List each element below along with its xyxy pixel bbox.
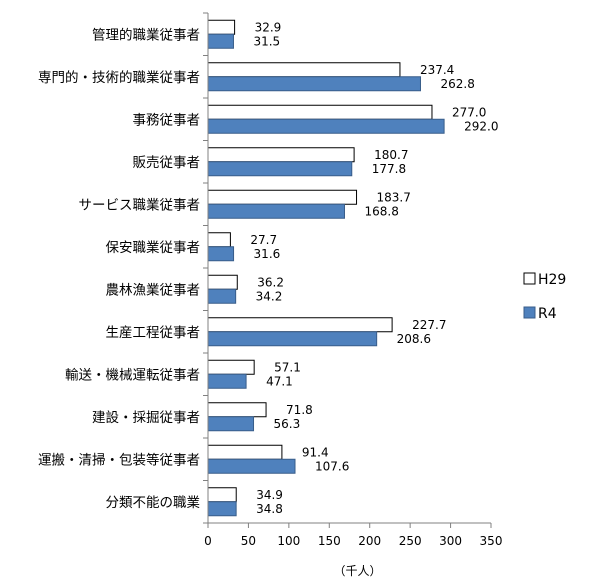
bar-r4: [207, 118, 445, 134]
x-tick-label: 350: [480, 534, 503, 548]
bar-r4: [207, 288, 237, 304]
data-label-r4: 177.8: [372, 162, 406, 176]
x-tick-label: 100: [277, 534, 300, 548]
bar-h29: [207, 232, 231, 248]
legend-swatch-h29: [523, 272, 536, 285]
data-label-h29: 34.9: [256, 488, 283, 502]
bar-r4: [207, 246, 235, 262]
legend: H29 R4: [523, 272, 566, 322]
bar-r4: [207, 416, 255, 432]
data-label-r4: 31.5: [253, 34, 280, 48]
category-label: 事務従事者: [133, 112, 201, 128]
bar-r4: [207, 458, 296, 474]
bar-r4: [207, 501, 237, 517]
data-label-h29: 32.9: [255, 20, 282, 34]
bar-h29: [207, 317, 393, 333]
data-label-h29: 180.7: [374, 148, 408, 162]
x-tick-label: 50: [241, 534, 256, 548]
x-ticks: 0 50 100 150 200 250 300 350: [204, 523, 502, 548]
bar-r4: [207, 203, 345, 219]
x-tick-label: 150: [318, 534, 341, 548]
data-label-h29: 36.2: [257, 275, 284, 289]
bar-h29: [207, 402, 267, 418]
x-tick-label: 250: [399, 534, 422, 548]
data-label-r4: 292.0: [464, 119, 498, 133]
data-label-h29: 91.4: [302, 445, 329, 459]
data-label-r4: 34.2: [256, 289, 283, 303]
data-label-r4: 47.1: [266, 374, 293, 388]
category-label: 建設・採掘従事者: [92, 410, 200, 426]
bar-h29: [207, 104, 433, 120]
bar-h29: [207, 189, 358, 205]
data-label-h29: 227.7: [412, 318, 446, 332]
category-label: 運搬・清掃・包装等従事者: [38, 451, 200, 468]
bar-h29: [207, 444, 283, 460]
category-label: 分類不能の職業: [106, 495, 201, 511]
x-tick-label: 200: [358, 534, 381, 548]
data-label-r4: 34.8: [256, 502, 283, 516]
x-tick-label: 0: [204, 534, 212, 548]
data-label-h29: 57.1: [274, 360, 301, 374]
bars-layer: [203, 12, 445, 524]
data-label-r4: 208.6: [397, 332, 431, 346]
bar-r4: [207, 33, 234, 49]
bar-h29: [207, 274, 238, 290]
legend-swatch-r4: [523, 306, 536, 319]
data-label-r4: 262.8: [440, 77, 474, 91]
category-label: 保安職業従事者: [106, 240, 201, 256]
category-label: 管理的職業従事者: [92, 27, 200, 43]
category-label: 生産工程従事者: [106, 325, 201, 341]
legend-label-r4: R4: [538, 306, 557, 322]
bar-r4: [207, 76, 421, 92]
bar-h29: [207, 487, 237, 503]
x-tick-label: 300: [439, 534, 462, 548]
category-label: サービス職業従事者: [79, 197, 201, 213]
bar-h29: [207, 147, 355, 163]
category-label: 輸送・機械運転従事者: [65, 367, 200, 383]
category-label: 販売従事者: [133, 155, 201, 171]
bar-h29: [207, 19, 236, 35]
data-label-h29: 27.7: [250, 233, 277, 247]
legend-label-h29: H29: [538, 272, 566, 288]
data-label-h29: 183.7: [377, 190, 411, 204]
category-label: 農林漁業従事者: [106, 282, 201, 298]
bar-r4: [207, 331, 378, 347]
data-label-h29: 277.0: [452, 105, 486, 119]
bar-h29: [207, 62, 401, 78]
data-label-r4: 168.8: [364, 204, 398, 218]
data-label-r4: 56.3: [274, 417, 301, 431]
data-label-r4: 107.6: [315, 459, 349, 473]
bar-r4: [207, 161, 353, 177]
data-label-h29: 71.8: [286, 403, 313, 417]
x-axis-title: （千人）: [333, 564, 381, 578]
category-label: 専門的・技術的職業従事者: [38, 70, 200, 86]
bar-h29: [207, 359, 255, 375]
data-label-h29: 237.4: [420, 63, 454, 77]
data-label-r4: 31.6: [254, 247, 281, 261]
bar-r4: [207, 373, 247, 389]
